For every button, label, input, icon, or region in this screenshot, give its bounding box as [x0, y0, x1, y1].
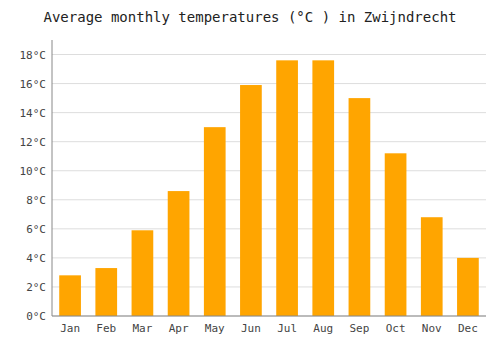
y-tick-label: 2°C — [26, 281, 46, 294]
x-tick-label: Jan — [60, 322, 80, 335]
bar — [349, 98, 371, 316]
y-tick-label: 12°C — [20, 136, 47, 149]
grid-line — [52, 141, 486, 142]
x-tick-label: Dec — [458, 322, 478, 335]
bar — [168, 191, 190, 316]
y-tick-label: 18°C — [20, 49, 47, 62]
grid-line — [52, 112, 486, 113]
y-ticks: 0°C 2°C 4°C 6°C 8°C 10°C 12°C 14°C 16°C 18°C — [20, 49, 47, 323]
title: Average monthly temperatures (°C ) in Zw… — [43, 9, 456, 25]
x-tick-label: Apr — [169, 322, 189, 335]
grid — [52, 55, 486, 316]
x-tick-label: Feb — [96, 322, 116, 335]
x-tick-label: Aug — [313, 322, 333, 335]
x-tick-label: Jun — [241, 322, 261, 335]
y-axis-line — [52, 40, 53, 316]
x-ticks: Jan Feb Mar Apr May Jun Jul Aug Sep Oct Nov Dec — [60, 322, 478, 335]
grid-line — [52, 83, 486, 84]
y-tick-label: 14°C — [20, 107, 47, 120]
y-tick-label: 0°C — [26, 310, 46, 323]
y-tick-label: 10°C — [20, 165, 47, 178]
bar — [457, 258, 479, 316]
y-tick-label: 6°C — [26, 223, 46, 236]
y-tick-label: 4°C — [26, 252, 46, 265]
y-tick-label: 8°C — [26, 194, 46, 207]
grid-line — [52, 170, 486, 171]
bar — [204, 127, 226, 316]
chart-svg: Average monthly temperatures (°C ) in Zw… — [0, 0, 500, 350]
bars — [59, 60, 479, 316]
bar — [59, 275, 81, 316]
grid-line — [52, 199, 486, 200]
bar — [276, 60, 298, 316]
bar — [312, 60, 334, 316]
x-tick-label: Sep — [349, 322, 369, 335]
bar — [95, 268, 117, 316]
bar — [240, 85, 262, 316]
bar — [421, 217, 443, 316]
grid-line — [52, 316, 486, 317]
x-tick-label: Mar — [132, 322, 152, 335]
bar — [385, 153, 407, 316]
x-tick-label: Jul — [277, 322, 297, 335]
y-tick-label: 16°C — [20, 78, 47, 91]
grid-line — [52, 54, 486, 55]
x-tick-label: May — [205, 322, 225, 335]
chart-container: Average monthly temperatures (°C ) in Zw… — [0, 0, 500, 350]
bar — [132, 230, 154, 316]
x-tick-label: Nov — [422, 322, 442, 335]
x-axis-line — [52, 316, 486, 317]
x-tick-label: Oct — [386, 322, 406, 335]
